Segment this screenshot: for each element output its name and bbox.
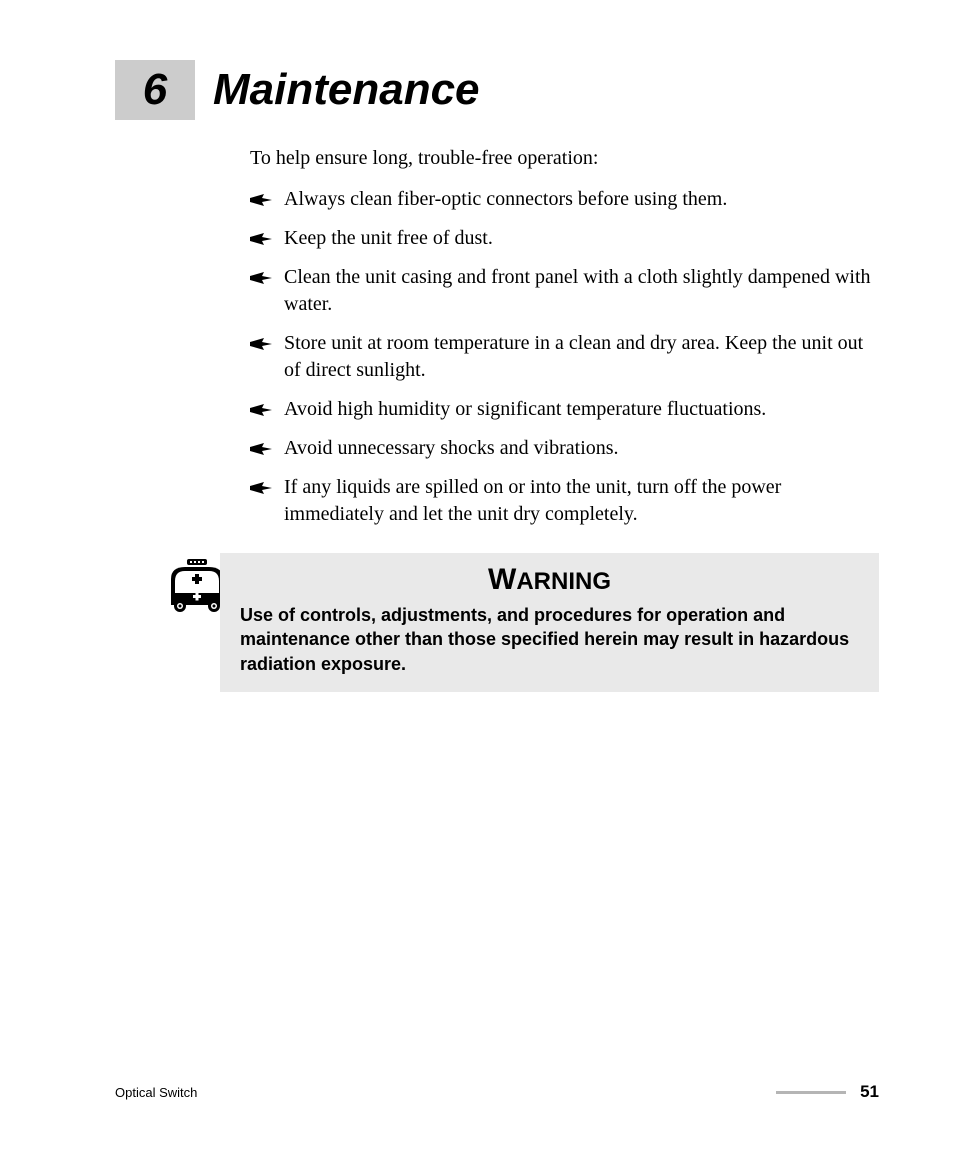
warning-box: WARNING Use of controls, adjustments, an… xyxy=(220,553,879,692)
page-footer: Optical Switch 51 xyxy=(115,1077,879,1107)
footer-page-number: 51 xyxy=(860,1082,879,1102)
chapter-number: 6 xyxy=(115,60,195,120)
warning-section: WARNING Use of controls, adjustments, an… xyxy=(115,553,879,692)
page: 6 Maintenance To help ensure long, troub… xyxy=(0,0,954,1159)
footer-doc-title: Optical Switch xyxy=(115,1085,197,1100)
arrow-bullet-icon xyxy=(250,270,272,286)
list-item: Store unit at room temperature in a clea… xyxy=(250,330,879,384)
intro-text: To help ensure long, trouble-free operat… xyxy=(250,145,879,172)
list-item-text: Avoid unnecessary shocks and vibrations. xyxy=(284,435,619,462)
list-item: Always clean fiber-optic connectors befo… xyxy=(250,186,879,213)
arrow-bullet-icon xyxy=(250,402,272,418)
list-item: Clean the unit casing and front panel wi… xyxy=(250,264,879,318)
list-item: Avoid high humidity or significant tempe… xyxy=(250,396,879,423)
arrow-bullet-icon xyxy=(250,480,272,496)
arrow-bullet-icon xyxy=(250,441,272,457)
list-item-text: Always clean fiber-optic connectors befo… xyxy=(284,186,727,213)
footer-rule xyxy=(776,1091,846,1094)
list-item-text: Store unit at room temperature in a clea… xyxy=(284,330,879,384)
list-item: Avoid unnecessary shocks and vibrations. xyxy=(250,435,879,462)
warning-title-rest: ARNING xyxy=(516,568,611,595)
warning-text: Use of controls, adjustments, and proced… xyxy=(240,603,859,676)
arrow-bullet-icon xyxy=(250,336,272,352)
list-item-text: Avoid high humidity or significant tempe… xyxy=(284,396,766,423)
arrow-bullet-icon xyxy=(250,231,272,247)
list-item-text: Keep the unit free of dust. xyxy=(284,225,493,252)
warning-title: WARNING xyxy=(240,563,859,597)
list-item: Keep the unit free of dust. xyxy=(250,225,879,252)
footer-right: 51 xyxy=(776,1082,879,1102)
list-item: If any liquids are spilled on or into th… xyxy=(250,474,879,528)
chapter-title: Maintenance xyxy=(213,65,480,115)
list-item-text: If any liquids are spilled on or into th… xyxy=(284,474,879,528)
warning-title-first: W xyxy=(488,563,516,596)
bullet-list: Always clean fiber-optic connectors befo… xyxy=(250,186,879,528)
chapter-header: 6 Maintenance xyxy=(115,60,879,120)
list-item-text: Clean the unit casing and front panel wi… xyxy=(284,264,879,318)
arrow-bullet-icon xyxy=(250,192,272,208)
warning-icon-cell xyxy=(115,553,220,622)
